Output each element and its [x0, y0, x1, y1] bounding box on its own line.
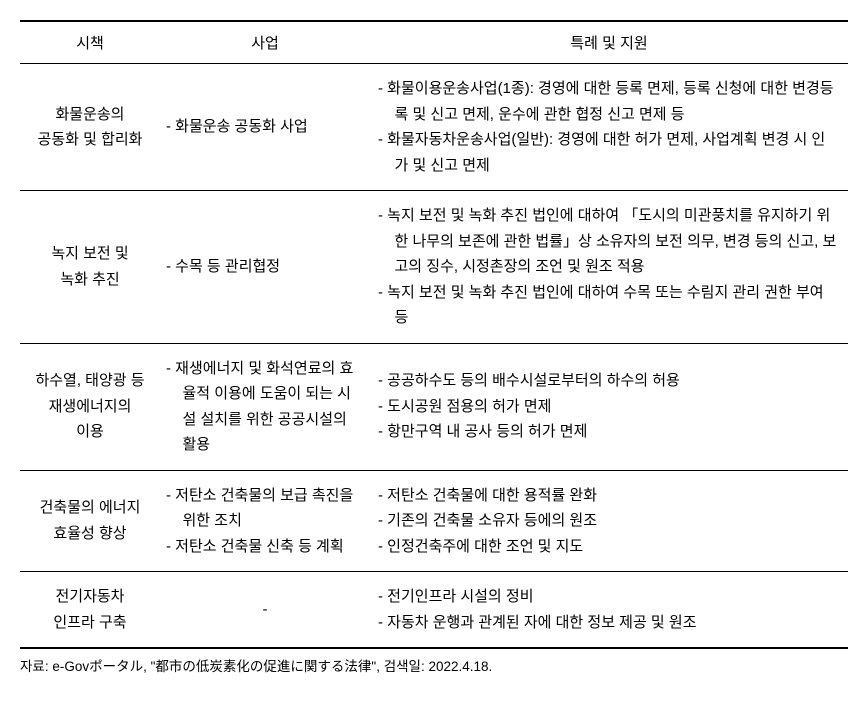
- project-cell: - 수목 등 관리협정: [160, 191, 370, 344]
- header-project: 사업: [160, 21, 370, 64]
- support-cell: - 녹지 보전 및 녹화 추진 법인에 대하여 「도시의 미관풍치를 유지하기 …: [370, 191, 848, 344]
- project-cell: -: [160, 572, 370, 649]
- policy-table: 시책 사업 특례 및 지원 화물운송의공동화 및 합리화- 화물운송 공동화 사…: [20, 20, 848, 649]
- project-cell: - 저탄소 건축물의 보급 촉진을 위한 조치- 저탄소 건축물 신축 등 계획: [160, 470, 370, 572]
- support-cell: - 저탄소 건축물에 대한 용적률 완화- 기존의 건축물 소유자 등에의 원조…: [370, 470, 848, 572]
- table-row: 하수열, 태양광 등재생에너지의이용- 재생에너지 및 화석연료의 효율적 이용…: [20, 343, 848, 470]
- table-body: 화물운송의공동화 및 합리화- 화물운송 공동화 사업- 화물이용운송사업(1종…: [20, 64, 848, 649]
- policy-cell: 녹지 보전 및녹화 추진: [20, 191, 160, 344]
- table-row: 화물운송의공동화 및 합리화- 화물운송 공동화 사업- 화물이용운송사업(1종…: [20, 64, 848, 191]
- policy-cell: 하수열, 태양광 등재생에너지의이용: [20, 343, 160, 470]
- support-cell: - 화물이용운송사업(1종): 경영에 대한 등록 면제, 등록 신청에 대한 …: [370, 64, 848, 191]
- table-row: 녹지 보전 및녹화 추진- 수목 등 관리협정- 녹지 보전 및 녹화 추진 법…: [20, 191, 848, 344]
- policy-cell: 화물운송의공동화 및 합리화: [20, 64, 160, 191]
- policy-cell: 전기자동차인프라 구축: [20, 572, 160, 649]
- header-support: 특례 및 지원: [370, 21, 848, 64]
- table-row: 건축물의 에너지효율성 향상- 저탄소 건축물의 보급 촉진을 위한 조치- 저…: [20, 470, 848, 572]
- support-cell: - 전기인프라 시설의 정비- 자동차 운행과 관계된 자에 대한 정보 제공 …: [370, 572, 848, 649]
- project-cell: - 화물운송 공동화 사업: [160, 64, 370, 191]
- header-row: 시책 사업 특례 및 지원: [20, 21, 848, 64]
- policy-cell: 건축물의 에너지효율성 향상: [20, 470, 160, 572]
- support-cell: - 공공하수도 등의 배수시설로부터의 하수의 허용- 도시공원 점용의 허가 …: [370, 343, 848, 470]
- source-note: 자료: e-Govポータル, "都市の低炭素化の促進に関する法律", 검색일: …: [20, 655, 848, 675]
- project-cell: - 재생에너지 및 화석연료의 효율적 이용에 도움이 되는 시설 설치를 위한…: [160, 343, 370, 470]
- header-policy: 시책: [20, 21, 160, 64]
- table-row: 전기자동차인프라 구축-- 전기인프라 시설의 정비- 자동차 운행과 관계된 …: [20, 572, 848, 649]
